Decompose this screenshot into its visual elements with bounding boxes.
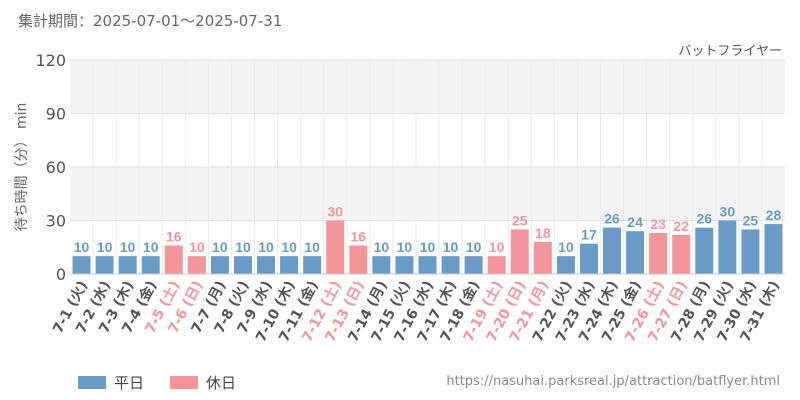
data-label: 30 (327, 204, 343, 220)
y-tick-labels: 0 30 60 90 120 (35, 51, 66, 284)
bar-weekday (118, 256, 137, 274)
y-tick-label: 120 (35, 51, 66, 70)
data-label: 22 (673, 218, 689, 234)
bar-weekday (579, 243, 598, 274)
data-label: 10 (281, 239, 297, 255)
data-label: 28 (766, 207, 782, 223)
data-label: 10 (74, 239, 90, 255)
data-label: 10 (397, 239, 413, 255)
y-tick-label: 60 (46, 158, 66, 177)
data-label: 17 (581, 227, 597, 243)
bar-holiday (510, 229, 529, 274)
source-url[interactable]: https://nasuhai.parksreal.jp/attraction/… (446, 374, 780, 389)
bar-weekday (418, 256, 437, 274)
data-label: 10 (235, 239, 251, 255)
data-label: 10 (420, 239, 436, 255)
bar-weekday (395, 256, 414, 274)
bar-weekday (95, 256, 114, 274)
legend-label-weekday: 平日 (114, 374, 145, 392)
bar-holiday (187, 256, 206, 274)
data-label: 10 (443, 239, 459, 255)
data-label: 10 (120, 239, 136, 255)
bar-weekday (303, 256, 322, 274)
bar-holiday (533, 241, 552, 274)
bar-series (72, 220, 783, 274)
legend: 平日 休日 (78, 372, 262, 393)
data-label: 10 (189, 239, 205, 255)
bar-weekday (141, 256, 160, 274)
bar-weekday (210, 256, 229, 274)
data-label: 10 (558, 239, 574, 255)
data-label: 10 (489, 239, 505, 255)
attraction-name: バットフライヤー (678, 44, 782, 59)
background-band (70, 167, 785, 221)
y-tick-label: 30 (46, 212, 66, 231)
data-label: 18 (535, 225, 551, 241)
bar-weekday (72, 256, 91, 274)
period-label: 集計期間：2025-07-01～2025-07-31 (18, 12, 283, 30)
data-label: 10 (212, 239, 228, 255)
bar-weekday (464, 256, 483, 274)
data-label: 16 (351, 228, 367, 244)
bar-holiday (326, 220, 345, 274)
data-label: 23 (650, 216, 666, 232)
data-label: 25 (743, 212, 759, 228)
bar-weekday (280, 256, 299, 274)
bar-holiday (672, 234, 691, 274)
bar-holiday (649, 232, 668, 274)
data-label: 30 (720, 204, 736, 220)
bar-weekday (764, 224, 783, 274)
data-label: 26 (696, 211, 712, 227)
x-tick-labels: 7-1 (火)7-2 (水)7-3 (木)7-4 (金)7-5 (土)7-6 (… (50, 278, 783, 345)
gridlines (70, 59, 785, 275)
data-label: 16 (166, 228, 182, 244)
y-tick-label: 0 (56, 265, 66, 284)
background-band (70, 60, 785, 114)
data-label: 26 (604, 211, 620, 227)
legend-swatch-weekday (78, 376, 106, 389)
y-axis-label: 待ち時間（分） min (14, 103, 30, 232)
data-label: 24 (627, 214, 643, 230)
data-label: 10 (304, 239, 320, 255)
data-label: 10 (258, 239, 274, 255)
data-label: 10 (466, 239, 482, 255)
data-label: 10 (143, 239, 159, 255)
data-labels: 10 10 10 10 16 10 10 10 10 10 10 30 16 10 10 10 10 10 10 25… (74, 204, 782, 256)
bar-weekday (741, 229, 760, 274)
bar-weekday (441, 256, 460, 274)
legend-label-holiday: 休日 (206, 374, 237, 392)
legend-item-weekday: 平日 (78, 372, 144, 393)
bar-holiday (349, 245, 368, 274)
bar-weekday (233, 256, 252, 274)
bar-weekday (372, 256, 391, 274)
data-label: 10 (97, 239, 113, 255)
data-label: 25 (512, 212, 528, 228)
legend-item-holiday: 休日 (170, 372, 236, 393)
bar-holiday (164, 245, 183, 274)
bar-weekday (695, 227, 714, 274)
bar-weekday (718, 220, 737, 274)
data-label: 10 (374, 239, 390, 255)
bar-weekday (603, 227, 622, 274)
bar-weekday (626, 231, 645, 274)
legend-swatch-holiday (170, 376, 199, 389)
bar-weekday (257, 256, 276, 274)
bar-weekday (556, 256, 575, 274)
y-tick-label: 90 (46, 105, 66, 124)
bar-holiday (487, 256, 506, 274)
background-band (70, 113, 785, 167)
